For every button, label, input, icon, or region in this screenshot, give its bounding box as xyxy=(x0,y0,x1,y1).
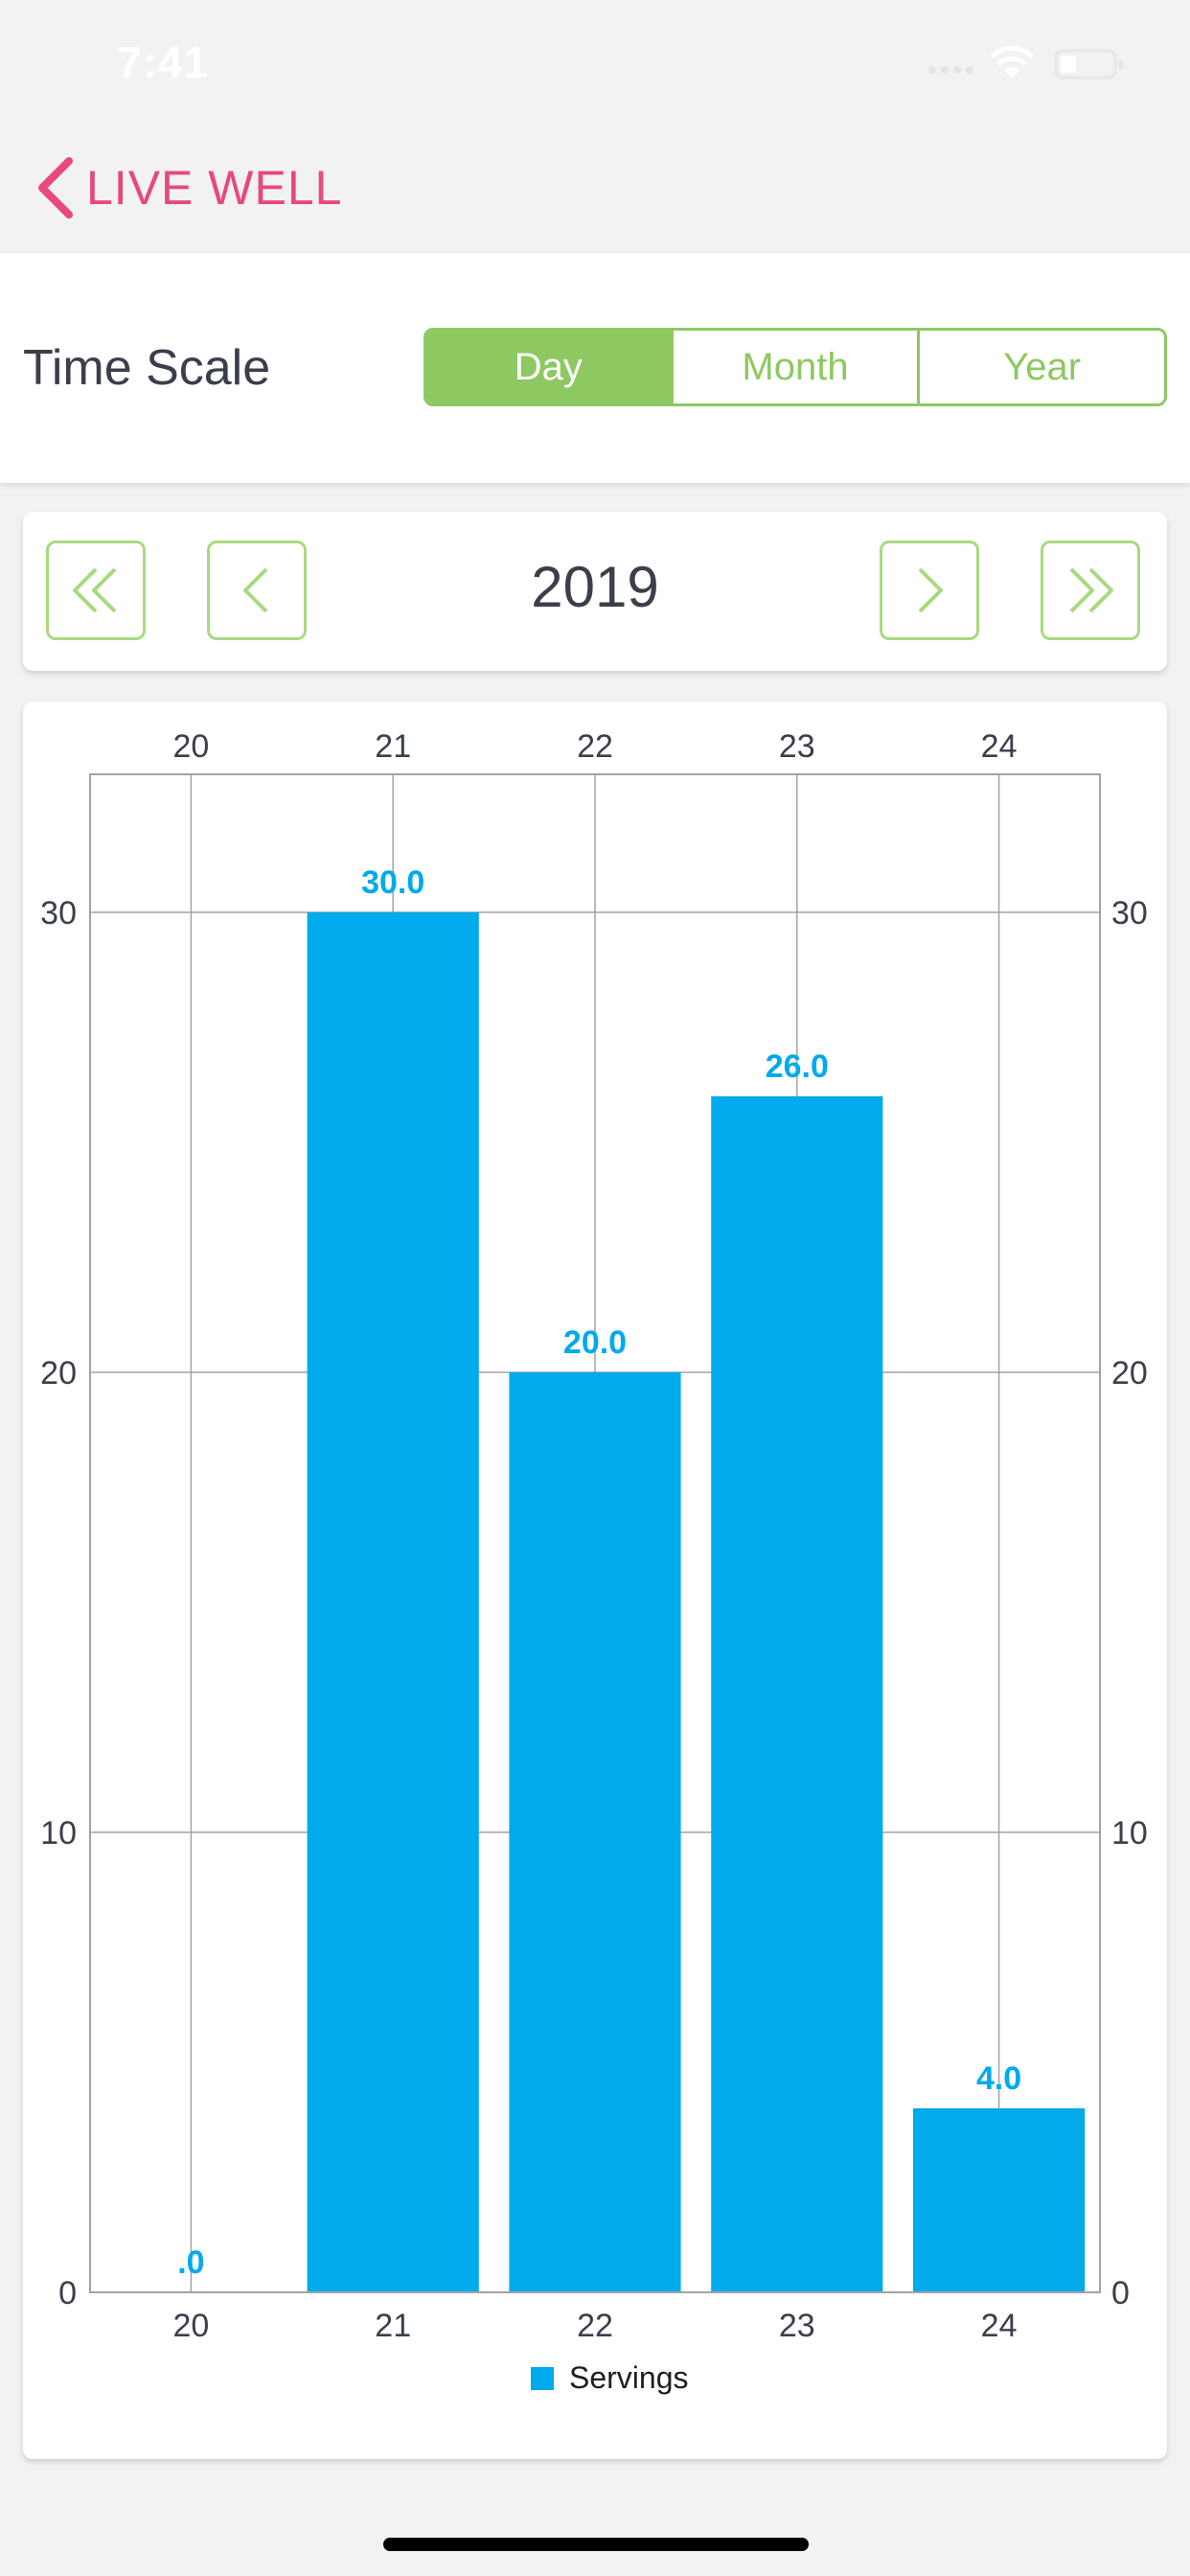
x-tick-label-top: 24 xyxy=(981,728,1018,765)
chevron-left-icon xyxy=(38,157,73,218)
x-tick-label-bottom: 23 xyxy=(779,2308,815,2344)
y-tick-label-right: 30 xyxy=(1111,895,1148,932)
next-period-button[interactable] xyxy=(880,540,979,640)
plot-frame xyxy=(89,773,1101,2293)
time-scale-panel: Time Scale Day Month Year xyxy=(0,253,1190,483)
y-tick-label-right: 20 xyxy=(1111,1355,1148,1392)
double-chevron-left-icon xyxy=(73,567,117,613)
y-tick-label-right: 0 xyxy=(1111,2275,1130,2312)
data-label: .0 xyxy=(177,2244,204,2281)
data-label: 4.0 xyxy=(976,2060,1021,2097)
battery-icon xyxy=(1054,49,1123,80)
bar-23 xyxy=(711,1096,883,2292)
segment-month[interactable]: Month xyxy=(670,331,918,403)
double-chevron-right-icon xyxy=(1069,567,1113,613)
x-tick-label-top: 20 xyxy=(172,728,209,765)
period-pager: 2019 xyxy=(23,512,1167,671)
period-label: 2019 xyxy=(531,555,659,619)
back-label: LIVE WELL xyxy=(86,161,343,215)
last-period-button[interactable] xyxy=(1041,540,1140,640)
x-tick-label-top: 21 xyxy=(375,728,411,765)
home-indicator xyxy=(383,2538,809,2551)
time-scale-segmented-control: Day Month Year xyxy=(423,328,1167,406)
wifi-icon xyxy=(990,45,1034,79)
x-tick-label-bottom: 22 xyxy=(577,2308,613,2344)
status-time: 7:41 xyxy=(117,37,210,87)
previous-period-button[interactable] xyxy=(207,540,307,640)
data-label: 30.0 xyxy=(361,864,424,901)
x-tick-label-bottom: 21 xyxy=(375,2308,411,2344)
x-tick-label-bottom: 24 xyxy=(981,2308,1018,2344)
x-tick-label-top: 23 xyxy=(779,728,815,765)
cellular-signal-icon xyxy=(928,66,973,74)
chevron-left-icon xyxy=(243,567,268,613)
chart-card: 0 0 10 10 20 20 30 30.0 30.0 20.0 26.0 4.0 20 20 21 21 2… xyxy=(23,702,1167,2459)
y-tick-label-left: 0 xyxy=(58,2275,77,2312)
x-tick-label-top: 22 xyxy=(577,728,613,765)
bar-21 xyxy=(307,912,479,2292)
y-tick-label-left: 30 xyxy=(40,895,77,932)
x-tick-label-bottom: 20 xyxy=(172,2308,209,2344)
y-tick-label-left: 10 xyxy=(40,1815,77,1852)
data-label: 20.0 xyxy=(563,1324,627,1361)
data-label: 26.0 xyxy=(766,1048,829,1085)
y-tick-label-left: 20 xyxy=(40,1355,77,1392)
chevron-right-icon xyxy=(918,567,943,613)
first-period-button[interactable] xyxy=(46,540,146,640)
back-button[interactable]: LIVE WELL xyxy=(34,153,342,222)
legend-swatch xyxy=(531,2367,554,2390)
y-tick-label-right: 10 xyxy=(1111,1815,1148,1852)
status-bar: 7:41 xyxy=(0,0,1190,125)
legend-label: Servings xyxy=(569,2360,689,2395)
segment-year[interactable]: Year xyxy=(917,331,1164,403)
bar-24 xyxy=(913,2108,1086,2292)
time-scale-label: Time Scale xyxy=(23,340,271,396)
segment-day[interactable]: Day xyxy=(426,331,671,403)
bar-22 xyxy=(509,1372,681,2292)
